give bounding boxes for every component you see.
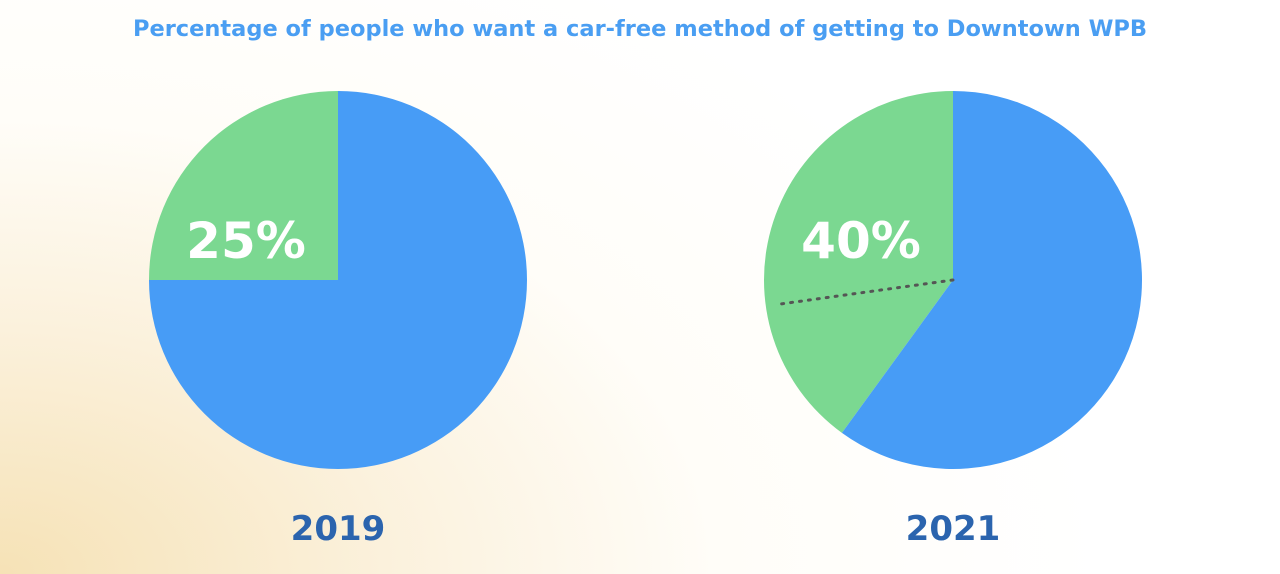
- pie-2019: 25% 2019: [149, 91, 527, 549]
- pie-slice-2021-other: [841, 91, 1142, 469]
- pie-slice-2021-car-free: [764, 91, 953, 433]
- percent-label-2019: 25%: [186, 212, 306, 270]
- chart-title: Percentage of people who want a car-free…: [132, 16, 1148, 42]
- pie-2021: 40% 2021: [764, 91, 1142, 549]
- year-label-2021: 2021: [906, 509, 1001, 549]
- pie-slice-2019-car-free: [149, 91, 338, 280]
- percent-label-2021: 40%: [801, 212, 921, 270]
- pie-slice-2019-other: [149, 91, 527, 469]
- pie-divider-2021: [773, 278, 955, 307]
- year-label-2019: 2019: [291, 509, 386, 549]
